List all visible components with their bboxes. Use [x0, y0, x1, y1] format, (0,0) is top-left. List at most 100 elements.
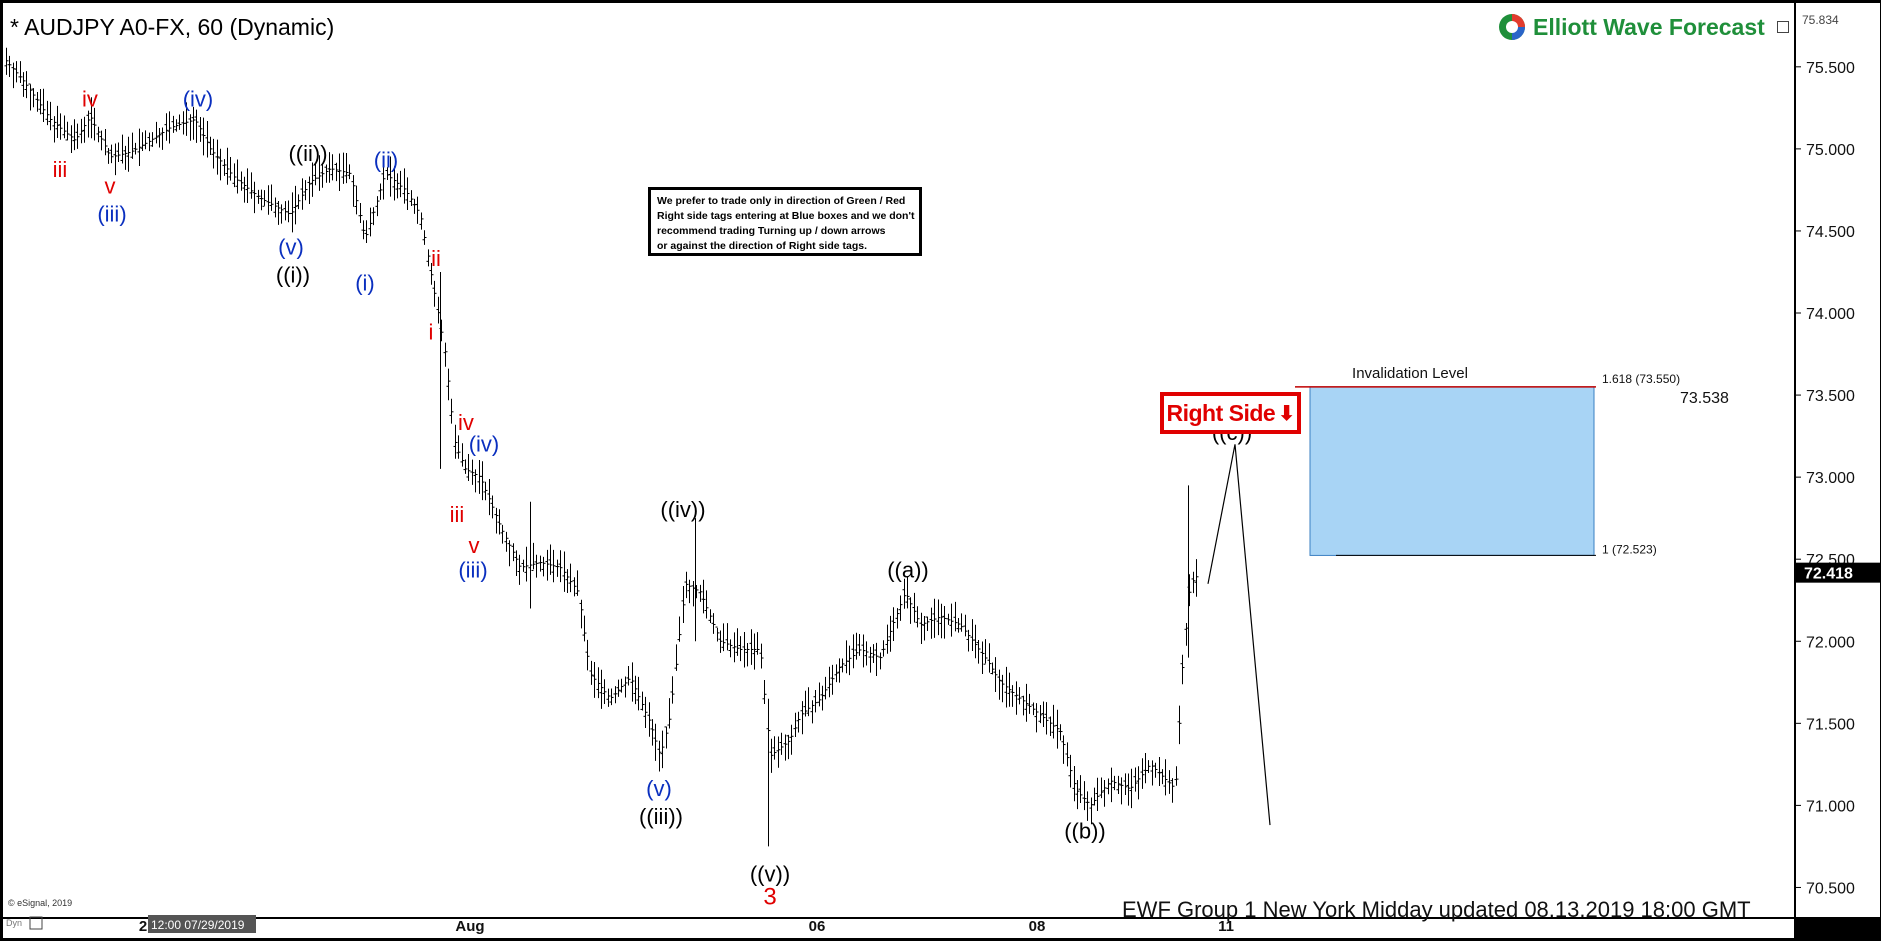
ohlc-bar — [650, 719, 655, 746]
ohlc-bar — [718, 630, 723, 653]
ohlc-bar — [239, 171, 244, 191]
ohlc-bar — [555, 559, 560, 577]
ohlc-bar — [358, 202, 363, 224]
ohlc-bar — [320, 163, 325, 188]
ohlc-bar — [1051, 704, 1056, 739]
ohlc-bar — [1126, 773, 1131, 806]
y-tick-label: 74.500 — [1806, 224, 1855, 241]
ohlc-bar — [898, 595, 903, 621]
wave-labels: iiiivv(iii)(iv)((ii))(v)((i))(ii)(i)iiii… — [53, 87, 1252, 911]
ohlc-bar — [317, 155, 322, 191]
ohlc-bar — [806, 687, 811, 717]
ohlc-bar — [1136, 766, 1141, 800]
ohlc-bar — [963, 614, 968, 637]
right-side-label: Right Side — [1166, 399, 1276, 426]
ohlc-bar — [851, 634, 856, 669]
ohlc-bar — [1078, 775, 1083, 804]
ohlc-bar — [769, 738, 774, 773]
ohlc-bar — [1014, 681, 1019, 715]
wave-label: (iii) — [458, 558, 487, 583]
ohlc-bar — [936, 599, 941, 636]
ohlc-bar — [1021, 695, 1026, 716]
ohlc-bar — [721, 623, 726, 652]
ohlc-bar — [388, 156, 393, 197]
ohlc-bar — [296, 194, 301, 210]
ohlc-bar — [398, 170, 403, 198]
y-tick-label: 70.500 — [1806, 880, 1855, 897]
current-price-tag: 72.418 — [1796, 562, 1880, 583]
ohlc-bar — [147, 132, 152, 152]
notice-line: or against the direction of Right side t… — [657, 240, 868, 252]
ohlc-bar — [803, 690, 808, 717]
ohlc-bar — [983, 639, 988, 665]
ohlc-bar — [405, 177, 410, 211]
ohlc-bar — [327, 152, 332, 183]
ohlc-bar — [103, 128, 108, 156]
ohlc-bar — [789, 724, 794, 755]
ohlc-bar — [725, 623, 730, 651]
ohlc-bar — [116, 142, 121, 163]
ohlc-bar — [745, 642, 750, 667]
ohlc-bar — [38, 88, 43, 115]
ohlc-bar — [1167, 770, 1172, 794]
ohlc-bar — [1085, 791, 1090, 821]
price-axis — [1796, 3, 1880, 917]
ohlc-bar — [881, 640, 886, 657]
ohlc-bar — [351, 175, 356, 207]
ohlc-bar — [443, 342, 448, 367]
ohlc-bar — [96, 126, 101, 143]
ohlc-bar — [1004, 666, 1009, 708]
ohlc-bar — [21, 72, 26, 97]
ohlc-bar — [568, 563, 573, 593]
ohlc-bar — [874, 642, 879, 676]
ohlc-bar — [211, 138, 216, 169]
ohlc-bar — [1170, 778, 1175, 803]
window-maximize-icon[interactable] — [1776, 21, 1789, 33]
ohlc-bar — [1000, 674, 1005, 703]
ohlc-bar — [262, 190, 267, 207]
ohlc-bar — [973, 624, 978, 659]
ohlc-bar — [551, 549, 556, 583]
x-tick-label: 08 — [1029, 918, 1046, 935]
notice-line: recommend trading Turning up / down arro… — [657, 225, 886, 237]
ohlc-bar — [324, 164, 329, 183]
ohlc-bar — [636, 676, 641, 711]
ohlc-bar — [473, 469, 478, 493]
ohlc-bar — [885, 624, 890, 654]
ohlc-bar — [130, 132, 135, 159]
ohlc-bar — [150, 132, 155, 147]
ohlc-bar — [487, 479, 492, 516]
ohlc-bar — [606, 688, 611, 707]
ohlc-bar — [698, 584, 703, 602]
ohlc-bar — [137, 128, 142, 166]
ohlc-bars — [4, 47, 1199, 847]
ohlc-bar — [589, 660, 594, 685]
scroll-box — [29, 916, 43, 930]
ohlc-bar — [735, 628, 740, 656]
ohlc-bar — [800, 701, 805, 735]
ohlc-bar — [218, 148, 223, 181]
ohlc-bar — [293, 185, 298, 225]
time-axis-labels: 2 Aug 06 08 11 — [139, 918, 1234, 935]
ohlc-bar — [715, 626, 720, 642]
ohlc-bar — [1116, 775, 1121, 795]
wave-label: 3 — [763, 883, 776, 910]
ohlc-bar — [157, 128, 162, 148]
ohlc-bar — [290, 192, 295, 233]
ohlc-bar — [681, 586, 686, 624]
ohlc-bar — [65, 121, 70, 141]
ohlc-bar — [160, 127, 165, 150]
ohlc-bar — [772, 736, 777, 760]
ohlc-bar — [534, 554, 539, 578]
ohlc-bar — [810, 700, 815, 724]
ohlc-bar — [429, 263, 434, 285]
ohlc-bar — [919, 612, 924, 644]
ohlc-bar — [31, 88, 36, 108]
x-tick-label: Aug — [455, 918, 484, 935]
update-footer: EWF Group 1 New York Midday updated 08.1… — [1122, 897, 1751, 922]
ohlc-bar — [834, 664, 839, 683]
ohlc-bar — [871, 644, 876, 663]
y-tick-label: 74.000 — [1806, 306, 1855, 323]
ohlc-bar — [1068, 754, 1073, 788]
